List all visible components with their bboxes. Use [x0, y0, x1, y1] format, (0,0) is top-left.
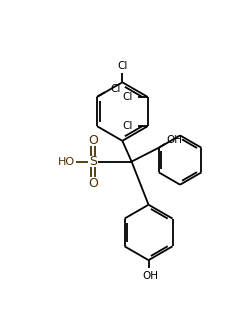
- Text: O: O: [88, 177, 98, 190]
- Text: O: O: [88, 133, 98, 147]
- Text: OH: OH: [166, 135, 182, 145]
- Text: Cl: Cl: [123, 92, 133, 102]
- Text: OH: OH: [142, 271, 158, 281]
- Text: Cl: Cl: [117, 61, 127, 71]
- Text: HO: HO: [58, 156, 75, 167]
- Text: Cl: Cl: [123, 121, 133, 131]
- Text: S: S: [89, 155, 97, 168]
- Text: Cl: Cl: [110, 84, 121, 94]
